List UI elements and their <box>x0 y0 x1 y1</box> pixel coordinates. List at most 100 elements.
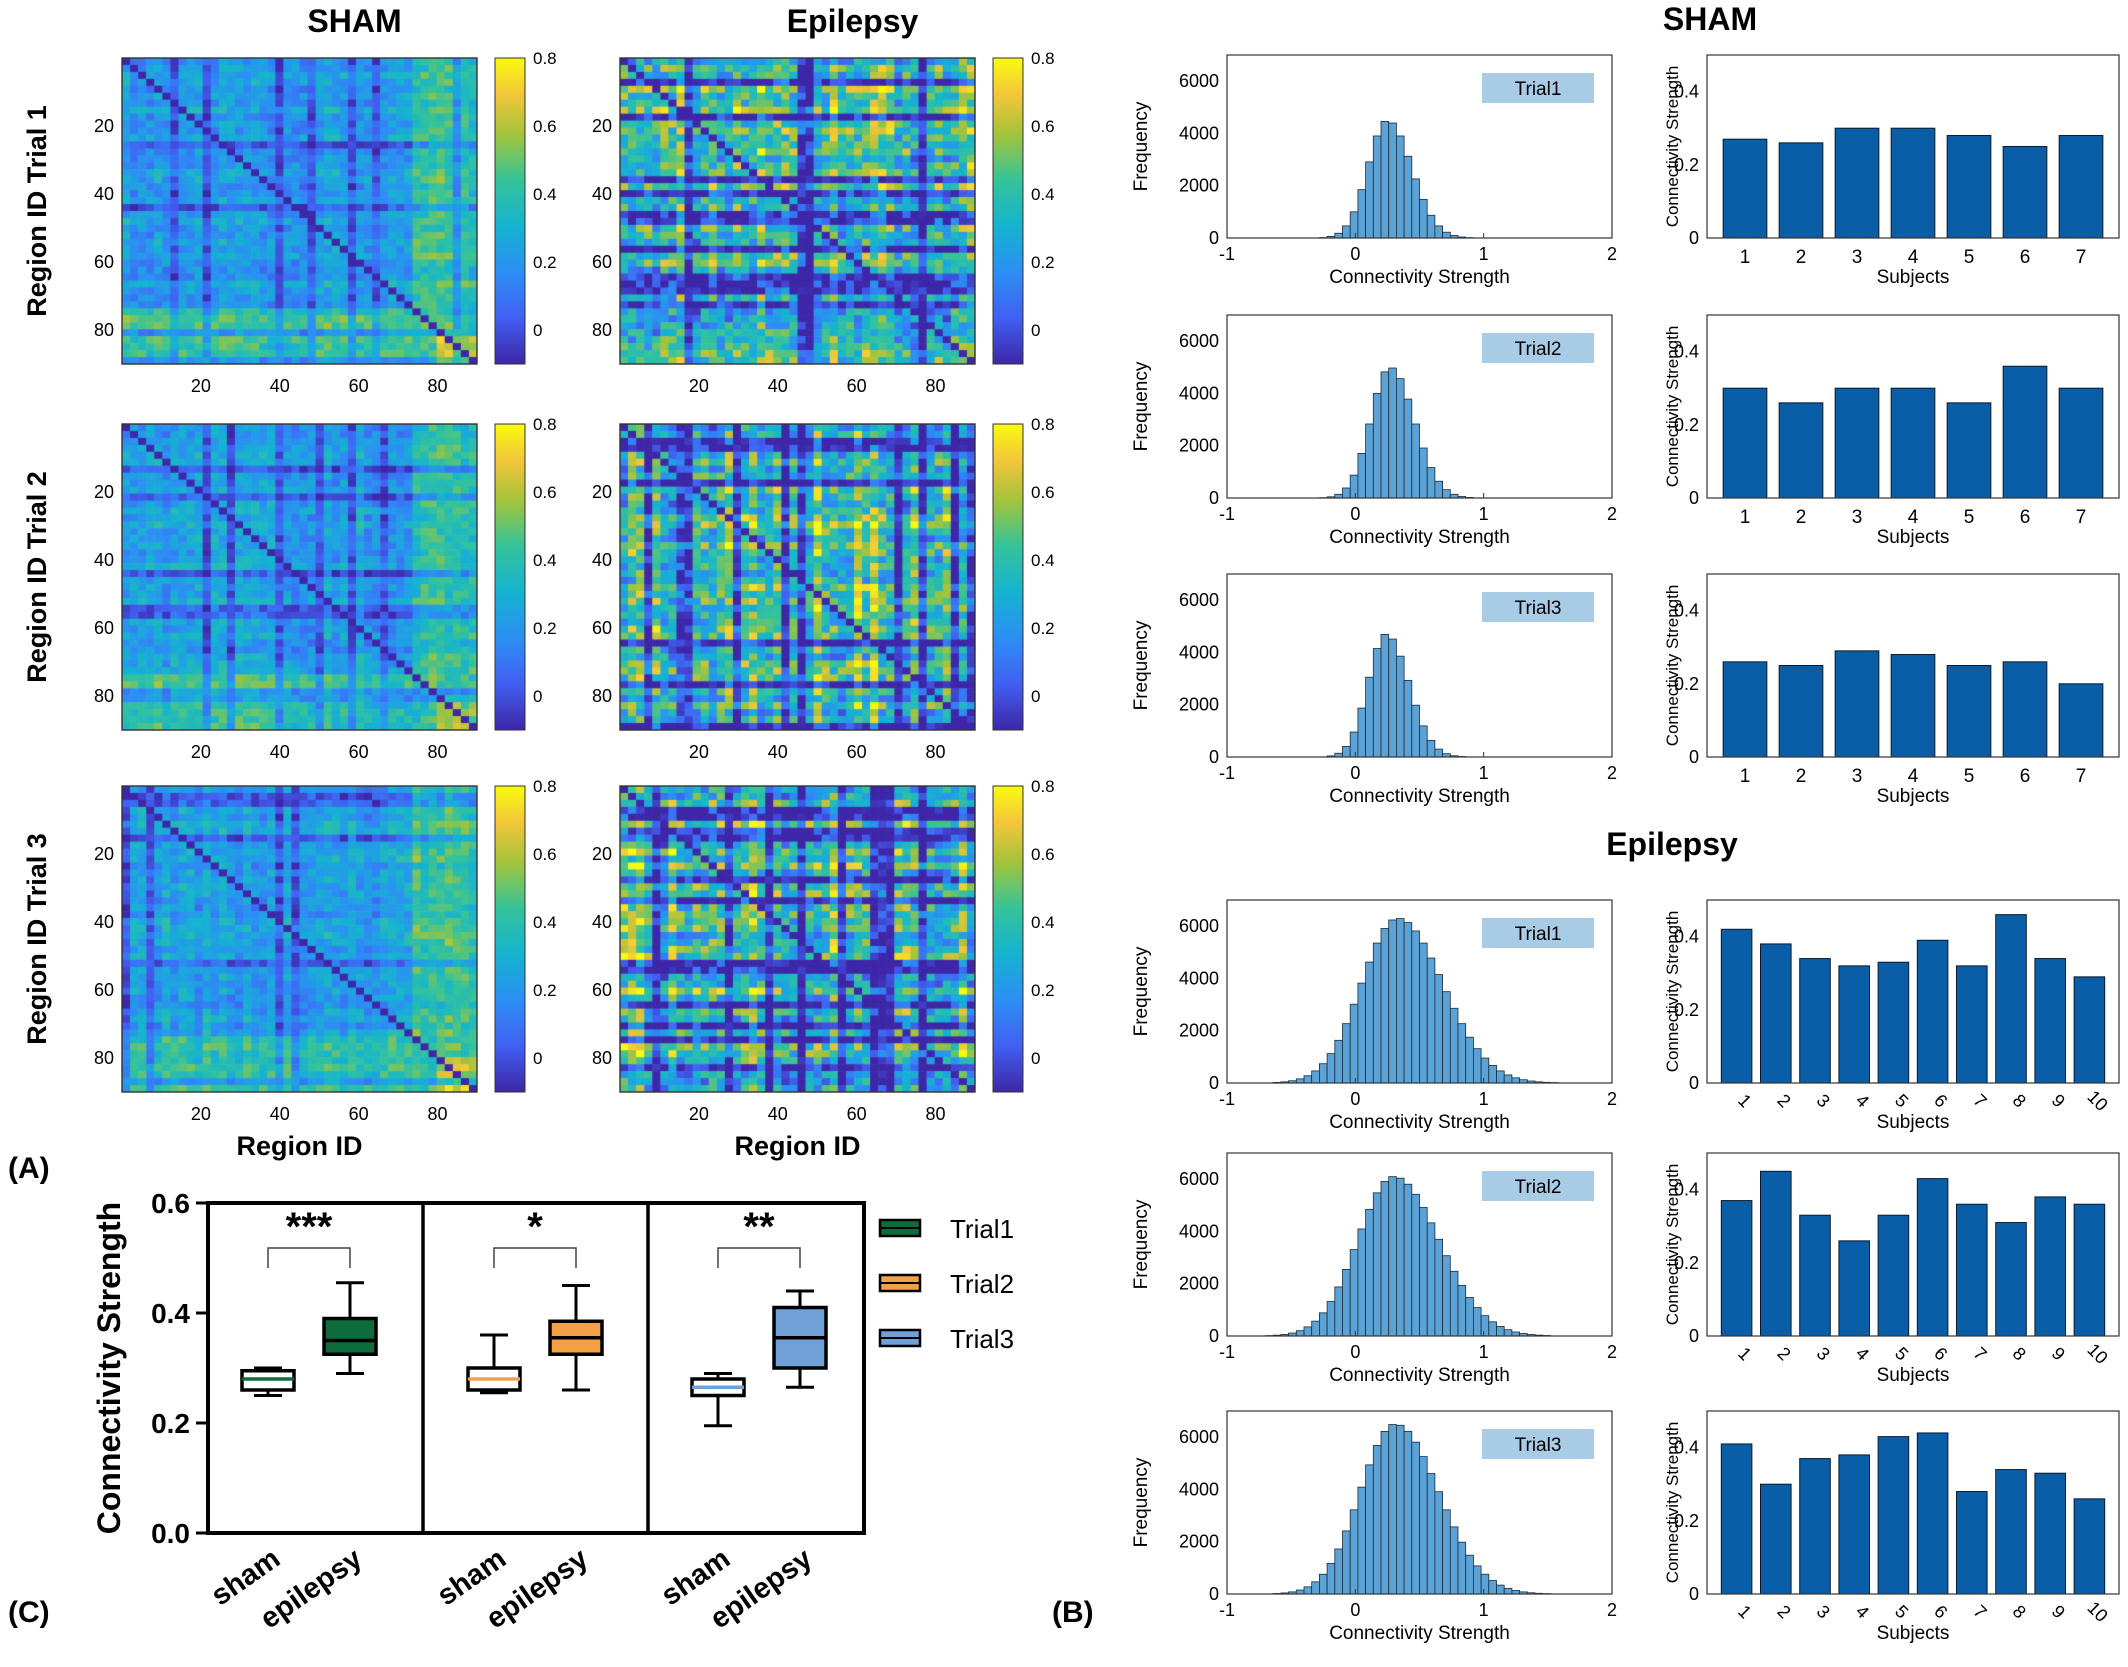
bar-y-tick: 0.2 <box>1674 1511 1699 1531</box>
subject-bar <box>1995 1469 2027 1595</box>
subject-tick: 9 <box>2048 1343 2069 1364</box>
histogram-y-tick: 2000 <box>1179 1021 1219 1041</box>
histogram-y-tick: 4000 <box>1179 383 1219 403</box>
histogram-y-tick: 0 <box>1209 1073 1219 1093</box>
heatmap-y-tick: 80 <box>94 320 114 340</box>
colorbar-tick: 0 <box>533 321 542 340</box>
subject-bar <box>1890 654 1936 758</box>
heatmap-frame <box>619 785 976 1093</box>
heatmap-x-tick: 80 <box>926 742 946 762</box>
bar-y-tick: 0.2 <box>1674 1000 1699 1020</box>
histogram-y-tick: 0 <box>1209 747 1219 767</box>
histogram-bar <box>1372 1192 1382 1337</box>
bar-frame <box>1706 1410 2120 1595</box>
histogram-bar <box>1442 1255 1451 1337</box>
heatmap-y-tick: 40 <box>94 912 114 932</box>
subject-bar <box>1799 958 1831 1084</box>
bar-y-tick: 0.2 <box>1674 674 1699 694</box>
histogram-bar <box>1396 655 1405 758</box>
histogram-bar <box>1380 928 1390 1084</box>
histogram-x-tick: 1 <box>1479 244 1489 264</box>
histogram-frame <box>1226 314 1613 499</box>
histogram-bar <box>1365 161 1374 239</box>
histogram-x-tick: 1 <box>1479 1342 1489 1362</box>
histogram-bar <box>1442 489 1451 499</box>
subject-bar <box>1838 1454 1870 1595</box>
histogram-bar <box>1449 1270 1459 1337</box>
heatmap-y-tick: 40 <box>94 550 114 570</box>
histogram-bar <box>1388 122 1397 239</box>
histogram-bar <box>1380 120 1390 239</box>
heatmap-y-tick: 20 <box>94 116 114 136</box>
histogram-frame <box>1226 1410 1613 1595</box>
histogram-bar <box>1334 1039 1343 1084</box>
bar-y-tick: 0.4 <box>1674 1180 1699 1200</box>
heatmap-x-tick: 20 <box>191 376 211 396</box>
histogram-x-tick: -1 <box>1219 763 1235 783</box>
histogram-bar <box>1396 135 1405 239</box>
histogram-bar <box>1342 1268 1351 1337</box>
subject-tick: 2 <box>1796 766 1807 787</box>
histogram-bar <box>1357 982 1367 1084</box>
subject-tick: 2 <box>1773 1343 1794 1364</box>
bar-y-tick: 0 <box>1689 228 1699 248</box>
heatmap-y-tick: 20 <box>592 116 612 136</box>
histogram-y-label: Frequency <box>1131 620 1152 710</box>
subject-tick: 7 <box>2076 766 2087 787</box>
subject-tick: 4 <box>1908 766 1919 787</box>
subject-bar <box>1760 1170 1792 1337</box>
histogram-bar <box>1411 930 1420 1084</box>
subject-bar <box>2034 1196 2066 1337</box>
subject-bar <box>1956 1491 1988 1595</box>
bar-y-tick: 0.4 <box>1674 342 1699 362</box>
legend-label: Trial3 <box>950 1324 1014 1354</box>
histogram-y-label: Frequency <box>1131 946 1152 1036</box>
histogram-bar <box>1372 942 1382 1084</box>
heatmap-y-tick: 40 <box>592 912 612 932</box>
histogram-y-tick: 4000 <box>1179 123 1219 143</box>
bar-frame <box>1706 1152 2120 1337</box>
histogram-x-tick: 1 <box>1479 1600 1489 1620</box>
colorbar-tick: 0 <box>1031 1049 1040 1068</box>
histogram-x-tick: 1 <box>1479 1089 1489 1109</box>
bar-y-tick: 0 <box>1689 488 1699 508</box>
panel-label-c: (C) <box>8 1596 50 1629</box>
bar-y-tick: 0.4 <box>1674 927 1699 947</box>
boxplot-frame <box>206 1201 866 1535</box>
histogram-bar <box>1357 189 1367 239</box>
histogram-bar <box>1488 1064 1497 1084</box>
heatmap-image <box>122 424 477 730</box>
subject-tick: 1 <box>1734 1343 1755 1364</box>
subject-bar <box>1834 127 1880 239</box>
heatmap-image <box>620 58 975 364</box>
colorbar-tick: 0.6 <box>533 117 557 136</box>
subject-tick: 8 <box>2009 1601 2030 1622</box>
subject-tick: 5 <box>1964 766 1975 787</box>
histogram-bar <box>1426 957 1436 1084</box>
subject-tick: 8 <box>2009 1343 2030 1364</box>
histogram-bar <box>1488 1580 1497 1595</box>
bar-y-tick: 0.2 <box>1674 415 1699 435</box>
histogram-x-tick: 2 <box>1607 244 1617 264</box>
histogram-frame <box>1226 899 1613 1084</box>
heatmap-x-label: Region ID <box>237 1131 363 1161</box>
histogram-bar <box>1503 1074 1513 1084</box>
histogram-bar <box>1511 1077 1521 1084</box>
histogram-bar <box>1419 1207 1428 1337</box>
histogram-bar <box>1411 704 1420 758</box>
histogram-x-tick: -1 <box>1219 1089 1235 1109</box>
subject-tick: 7 <box>1969 1601 1990 1622</box>
panel-a-heatmaps: SHAM 20 20 40 40 60 60 80 80 0.8 0.6 0.4 0.2 0 20 20 40 4… <box>22 3 1055 1161</box>
subject-bar <box>1890 127 1936 239</box>
significance-stars: ** <box>743 1205 775 1249</box>
histogram-bar <box>1357 1228 1367 1337</box>
heatmap-x-tick: 20 <box>689 376 709 396</box>
histogram-y-tick: 6000 <box>1179 590 1219 610</box>
histogram-x-tick: 1 <box>1479 763 1489 783</box>
histogram-bar <box>1503 1587 1513 1595</box>
colorbar-tick: 0.6 <box>533 845 557 864</box>
colorbar-tick: 0.4 <box>1031 913 1055 932</box>
histogram-bar <box>1449 1007 1459 1084</box>
histogram-bar <box>1442 1509 1451 1595</box>
